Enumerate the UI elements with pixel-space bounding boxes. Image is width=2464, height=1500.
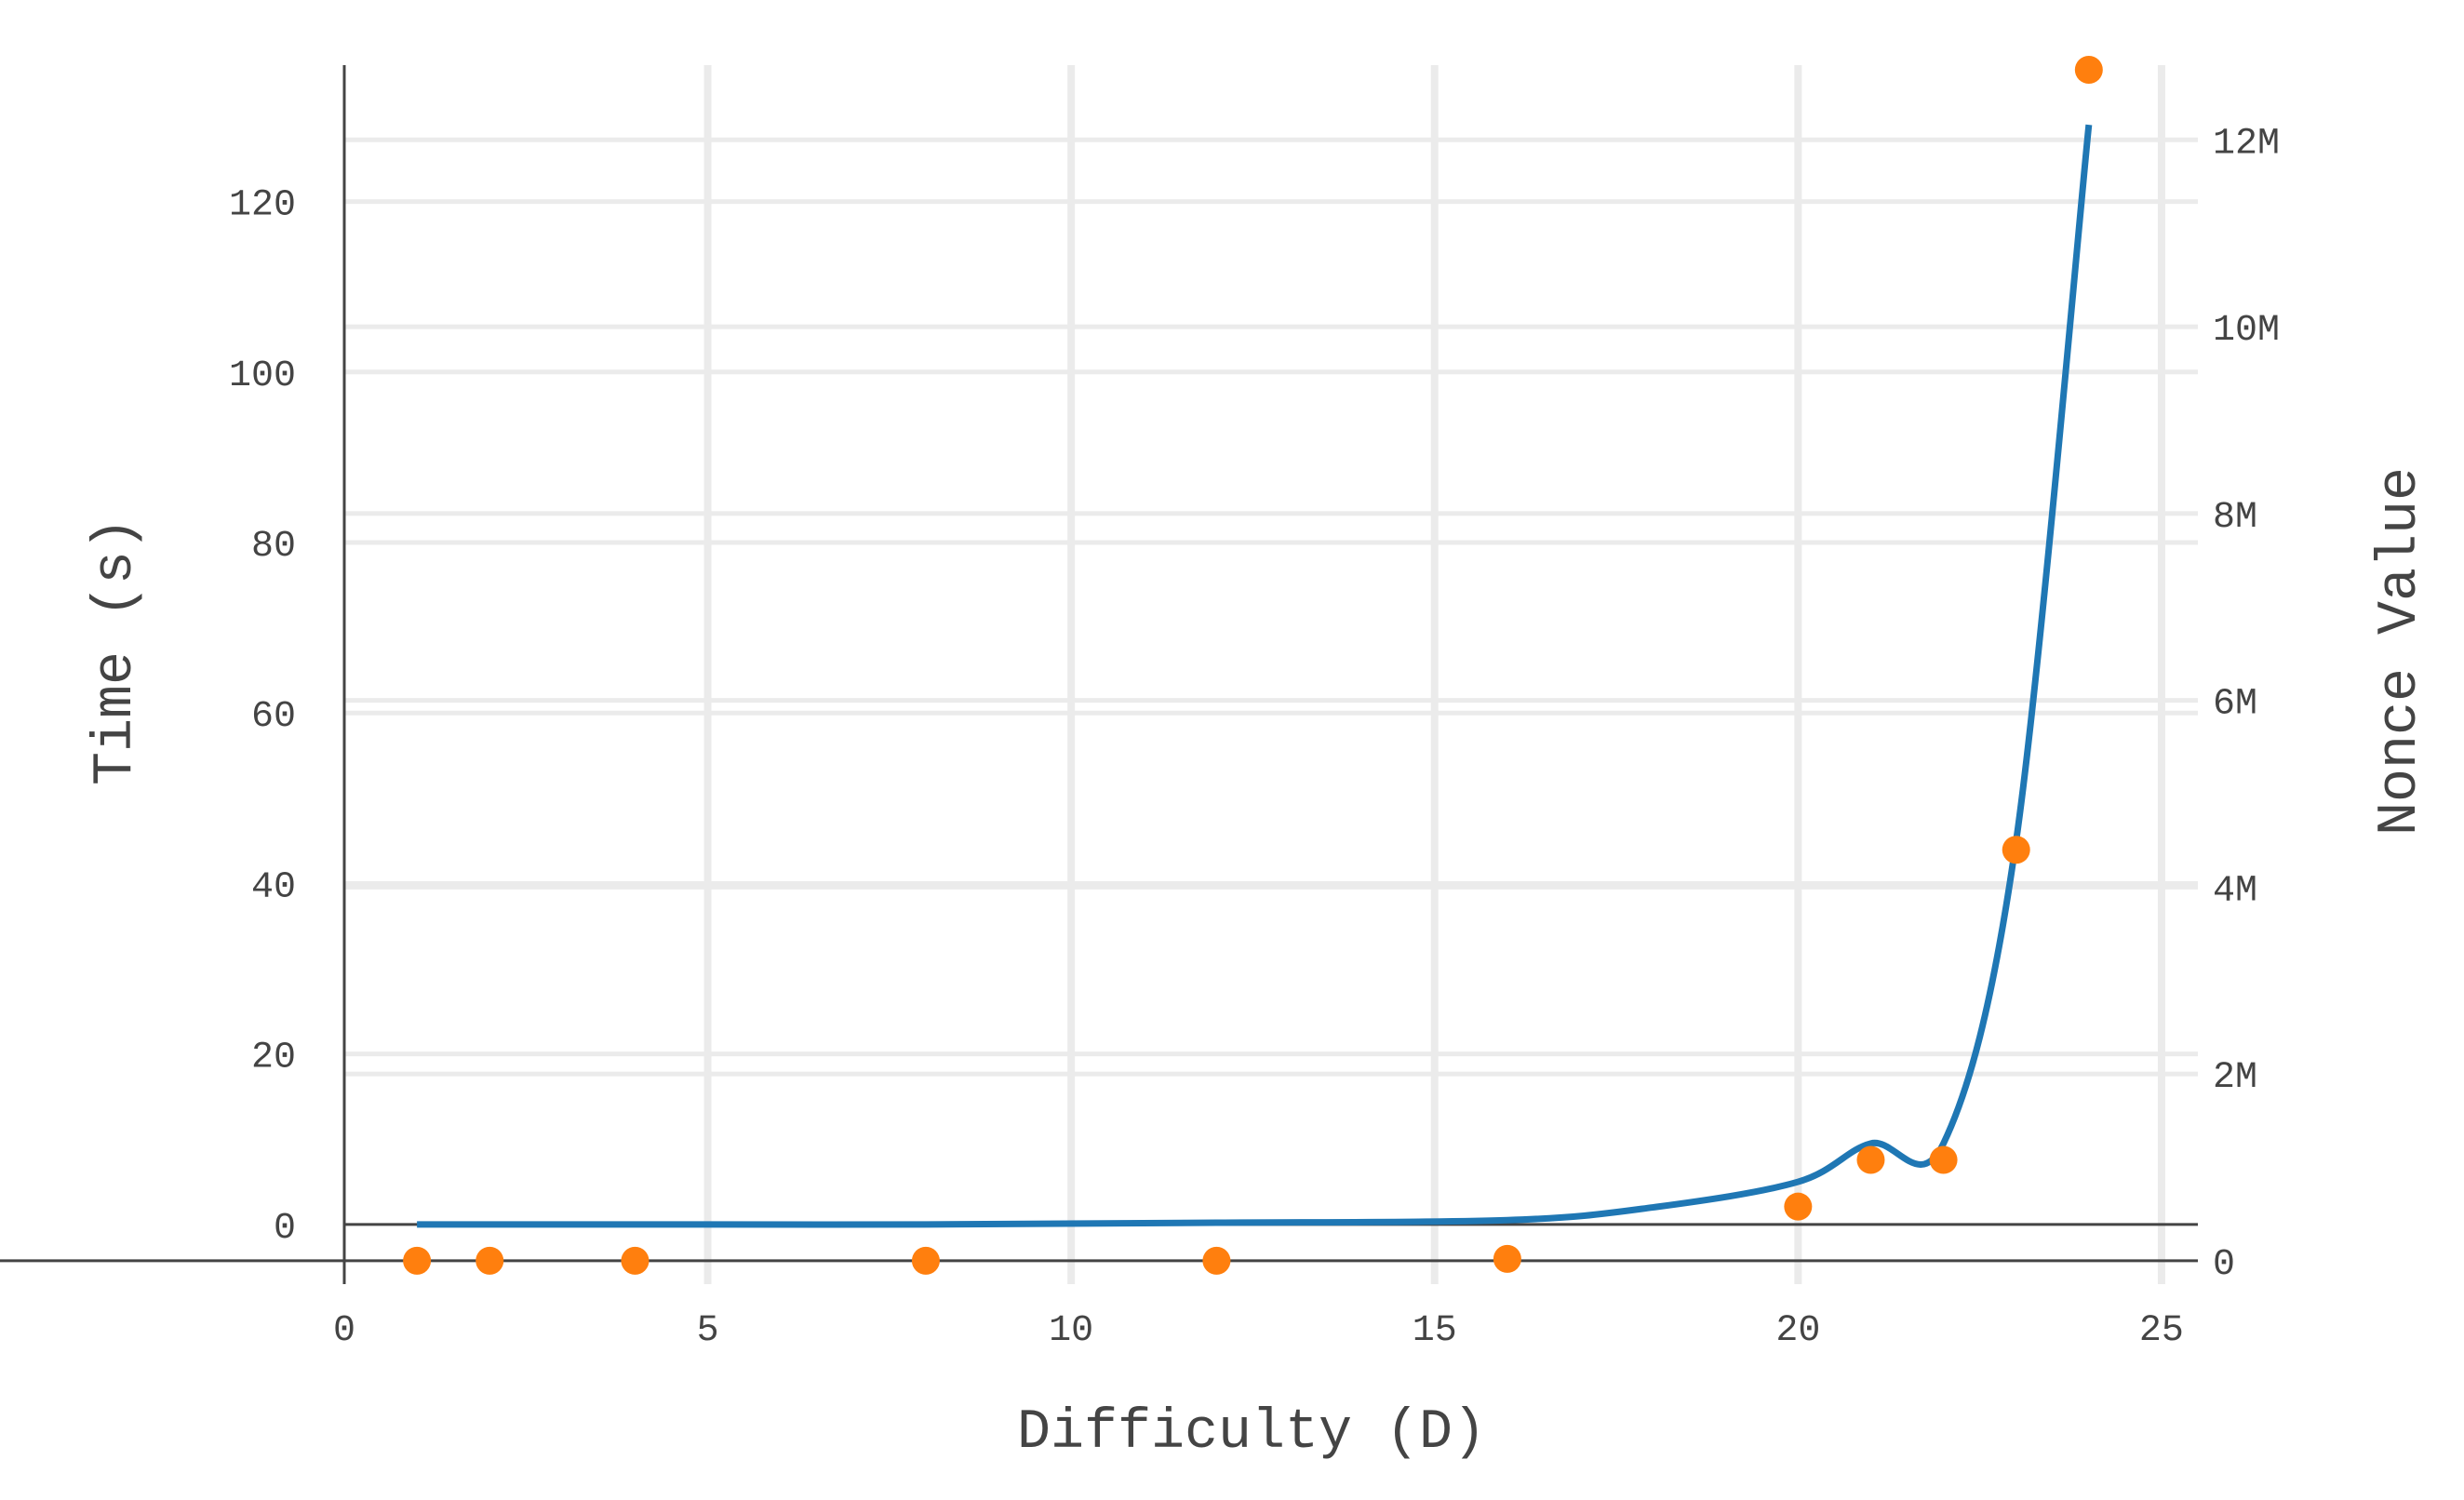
y2-tick-label: 0 bbox=[2213, 1244, 2235, 1286]
y-axis-title: Time (s) bbox=[85, 517, 148, 785]
x-tick-label: 10 bbox=[1049, 1310, 1093, 1352]
y-tick-label: 0 bbox=[274, 1208, 296, 1250]
y-tick-label: 20 bbox=[251, 1038, 296, 1079]
nonce-point bbox=[475, 1246, 504, 1275]
series-layer bbox=[403, 56, 2103, 1275]
y-tick-label: 80 bbox=[251, 526, 296, 568]
y-tick-label: 100 bbox=[229, 355, 296, 397]
y2-tick-label: 4M bbox=[2213, 870, 2257, 912]
x-tick-label: 0 bbox=[333, 1310, 355, 1352]
nonce-point bbox=[1784, 1192, 1813, 1221]
x-tick-label: 20 bbox=[1775, 1310, 1820, 1352]
y2-tick-label: 12M bbox=[2213, 123, 2280, 165]
y2-tick-label: 6M bbox=[2213, 684, 2257, 726]
x-axis-title: Difficulty (D) bbox=[1017, 1401, 1486, 1465]
axes bbox=[0, 65, 2198, 1284]
nonce-point bbox=[2002, 836, 2030, 864]
nonce-point bbox=[403, 1246, 432, 1275]
y2-tick-label: 8M bbox=[2213, 497, 2257, 539]
nonce-point bbox=[1856, 1145, 1885, 1174]
y-tick-label: 40 bbox=[251, 866, 296, 908]
nonce-point bbox=[621, 1246, 649, 1275]
y2-tick-label: 2M bbox=[2213, 1057, 2257, 1099]
x-tick-label: 15 bbox=[1413, 1310, 1457, 1352]
nonce-point bbox=[2074, 56, 2103, 85]
nonce-point bbox=[911, 1246, 940, 1275]
tick-labels: 0 5 10 15 20 25 0 20 40 60 80 100 120 0 2M 4M 6M 8M 10M 12M bbox=[229, 123, 2280, 1352]
y2-axis-title: Nonce Value bbox=[2369, 467, 2432, 836]
x-tick-label: 5 bbox=[697, 1310, 719, 1352]
nonce-point bbox=[1202, 1246, 1231, 1275]
nonce-point bbox=[1493, 1244, 1521, 1273]
y-tick-label: 120 bbox=[229, 185, 296, 227]
y2-tick-label: 10M bbox=[2213, 310, 2280, 352]
time-series-line bbox=[417, 124, 2093, 1228]
grid-lines bbox=[344, 65, 2198, 1284]
nonce-point bbox=[1929, 1145, 1958, 1174]
y-tick-label: 60 bbox=[251, 696, 296, 738]
x-tick-label: 25 bbox=[2139, 1310, 2184, 1352]
